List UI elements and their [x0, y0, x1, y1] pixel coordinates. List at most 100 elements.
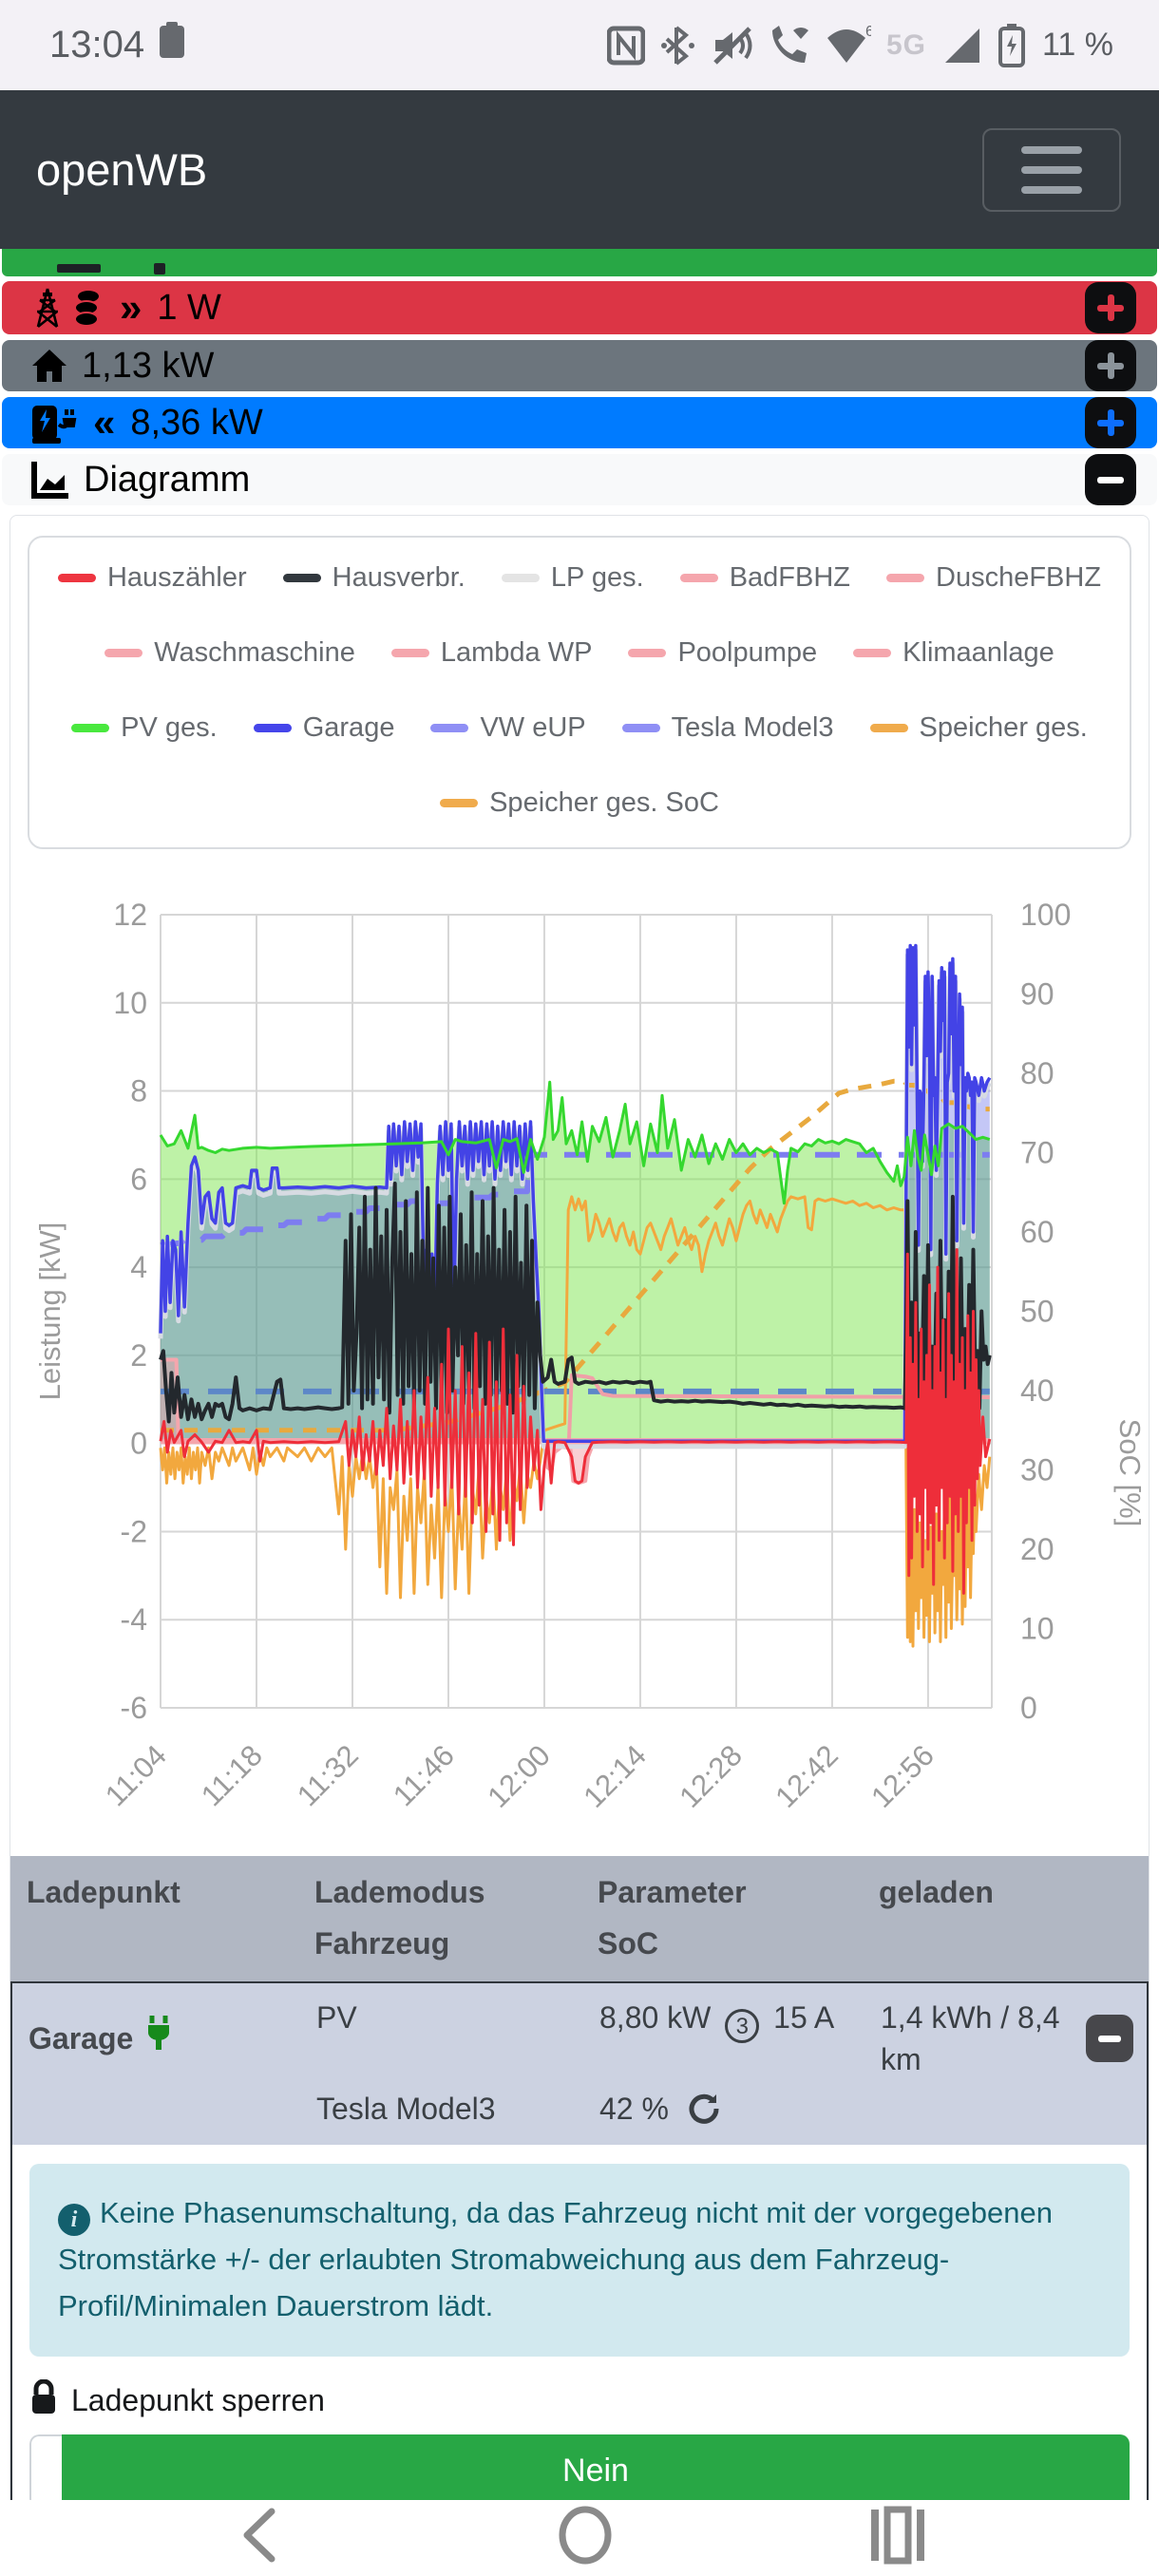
- coins-icon: [74, 291, 99, 327]
- legend-item[interactable]: LP ges.: [501, 562, 644, 594]
- svg-text:50: 50: [1020, 1295, 1054, 1329]
- legend-item[interactable]: PV ges.: [71, 712, 218, 744]
- diagram-card: Hauszähler Hausverbr. LP ges. BadFBHZ Dusche…: [10, 515, 1150, 2576]
- nav-home-button[interactable]: [556, 2506, 615, 2569]
- legend-label: LP ges.: [550, 562, 644, 593]
- col-ladepunkt: Ladepunkt: [27, 1875, 180, 1909]
- legend-item[interactable]: Poolpumpe: [628, 637, 817, 669]
- legend-item[interactable]: Lambda WP: [390, 637, 592, 669]
- lock-section-label: Ladepunkt sperren: [71, 2383, 325, 2418]
- svg-text:10: 10: [1020, 1612, 1054, 1646]
- legend-label: PV ges.: [121, 712, 218, 743]
- svg-text:6: 6: [130, 1162, 147, 1196]
- legend-item[interactable]: Hauszähler: [57, 562, 247, 594]
- chargepoint-row-garage[interactable]: Garage PV 8,80 kW 3 15 A 1,4 kWh / 8,4 k…: [12, 1983, 1147, 2145]
- plug-connected-icon: [144, 2014, 173, 2064]
- legend-label: Garage: [302, 712, 395, 743]
- legend-label: Tesla Model3: [671, 712, 834, 743]
- house-summary-row[interactable]: 1,13 kW: [2, 340, 1157, 391]
- legend-swatch: [501, 574, 540, 582]
- legend-item[interactable]: Klimaanlage: [853, 637, 1054, 669]
- legend-swatch: [440, 799, 479, 807]
- house-icon: [30, 347, 68, 385]
- system-nav-bar: [0, 2500, 1159, 2576]
- legend-label: VW eUP: [480, 712, 586, 743]
- svg-text:90: 90: [1020, 977, 1054, 1012]
- legend-swatch: [430, 724, 469, 732]
- legend-swatch: [282, 574, 321, 582]
- legend-swatch: [853, 649, 892, 657]
- pv-summary-row[interactable]: [2, 249, 1157, 276]
- legend-label: BadFBHZ: [729, 562, 851, 593]
- legend-item[interactable]: Speicher ges.: [869, 712, 1088, 744]
- legend-swatch: [628, 649, 667, 657]
- house-power-value: 1,13 kW: [82, 345, 215, 386]
- svg-text:12:00: 12:00: [481, 1738, 557, 1814]
- diagram-section-label: Diagramm: [84, 459, 251, 500]
- col-lademodus: Lademodus: [314, 1875, 485, 1909]
- legend-swatch: [886, 574, 925, 582]
- svg-text:6: 6: [865, 25, 871, 40]
- svg-text:-4: -4: [121, 1602, 147, 1637]
- chargepoint-table-header: Ladepunkt Lademodus Parameter geladen Fa…: [10, 1856, 1149, 1981]
- battery-level-label: 11 %: [1042, 27, 1113, 63]
- svg-text:12:28: 12:28: [673, 1738, 749, 1814]
- volume-mute-icon: [710, 25, 753, 66]
- legend-label: Poolpumpe: [677, 637, 818, 668]
- soc-refresh-icon[interactable]: [687, 2093, 719, 2125]
- svg-text:10: 10: [113, 986, 147, 1020]
- svg-text:12:42: 12:42: [769, 1738, 845, 1814]
- legend-item[interactable]: VW eUP: [430, 712, 586, 744]
- svg-text:-2: -2: [121, 1514, 147, 1548]
- svg-text:0: 0: [130, 1427, 147, 1461]
- legend-item[interactable]: Waschmaschine: [104, 637, 355, 669]
- vehicle-value: Tesla Model3: [316, 2092, 496, 2126]
- svg-text:20: 20: [1020, 1532, 1054, 1566]
- legend-swatch: [869, 724, 908, 732]
- svg-text:30: 30: [1020, 1453, 1054, 1487]
- legend-item[interactable]: Tesla Model3: [621, 712, 834, 744]
- svg-text:2: 2: [130, 1338, 147, 1373]
- nav-back-button[interactable]: [238, 2506, 281, 2569]
- house-expand-button[interactable]: [1085, 340, 1136, 391]
- legend-item[interactable]: Hausverbr.: [282, 562, 466, 594]
- android-status-bar: 13:04 6 5G 11 %: [0, 0, 1159, 90]
- svg-text:11:46: 11:46: [387, 1738, 461, 1812]
- legend-item[interactable]: Garage: [253, 712, 395, 744]
- lock-toggle-no-button[interactable]: Nein: [62, 2434, 1130, 2509]
- legend-label: Speicher ges.: [919, 712, 1088, 743]
- lock-toggle: Nein: [29, 2434, 1130, 2509]
- legend-item[interactable]: BadFBHZ: [679, 562, 851, 594]
- diagram-collapse-button[interactable]: [1085, 454, 1136, 505]
- charged-value: 1,4 kWh / 8,4 km: [881, 2000, 1060, 2076]
- charge-mode-value: PV: [316, 2000, 357, 2035]
- lock-section-label-row: Ladepunkt sperren: [29, 2378, 1130, 2423]
- lock-toggle-yes-segment[interactable]: [29, 2434, 62, 2509]
- chargepoint-collapse-button[interactable]: [1086, 2015, 1133, 2062]
- diagram-section-row[interactable]: Diagramm: [2, 454, 1157, 505]
- clipboard-icon: [158, 21, 186, 69]
- menu-button[interactable]: [982, 127, 1121, 212]
- nav-recents-button[interactable]: [869, 2506, 926, 2569]
- charging-summary-row[interactable]: « 8,36 kW: [2, 397, 1157, 448]
- signal-icon: [941, 25, 983, 66]
- col-fahrzeug: Fahrzeug: [314, 1926, 450, 1960]
- legend-swatch: [57, 574, 96, 582]
- hamburger-icon: [1021, 145, 1082, 154]
- chart-legend: Hauszähler Hausverbr. LP ges. BadFBHZ Dusche…: [28, 536, 1131, 849]
- phase-info-alert: i Keine Phasenumschaltung, da das Fahrzeu…: [29, 2164, 1130, 2357]
- legend-item[interactable]: Speicher ges. SoC: [440, 787, 719, 819]
- legend-swatch: [71, 724, 110, 732]
- phase-count-icon: 3: [725, 2009, 760, 2043]
- col-geladen: geladen: [879, 1875, 994, 1909]
- svg-text:0: 0: [1020, 1691, 1037, 1725]
- power-soc-chart: 12 10 8 6 4 2 0 -2 -4 -6 100 90 80 70 60 50 40 30 20 10 0 11:…: [10, 861, 1149, 1856]
- grid-expand-button[interactable]: [1085, 282, 1136, 333]
- legend-item[interactable]: DuscheFBHZ: [886, 562, 1101, 594]
- battery-icon: [998, 23, 1026, 67]
- charging-expand-button[interactable]: [1085, 397, 1136, 448]
- pv-icon-fragment: [57, 264, 101, 273]
- charging-station-icon: [30, 402, 80, 444]
- grid-summary-row[interactable]: » 1 W: [2, 281, 1157, 334]
